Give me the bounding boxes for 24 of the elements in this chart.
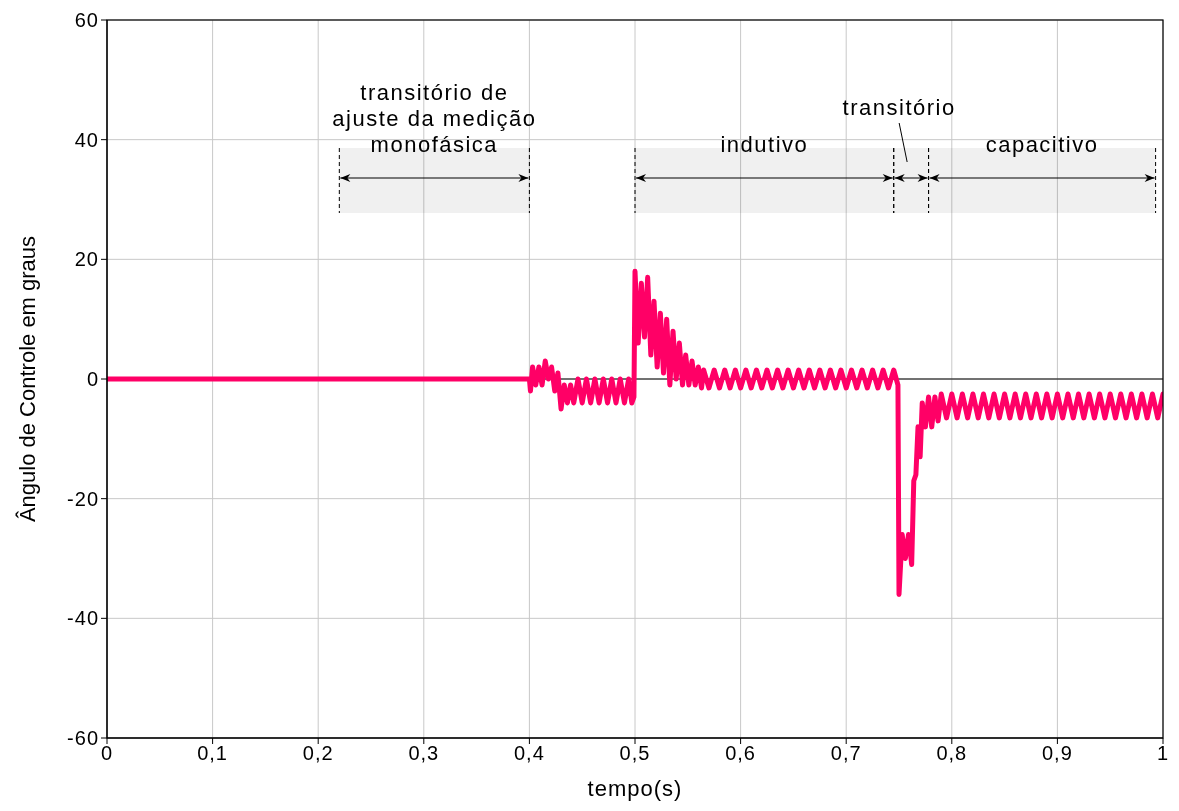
y-tick-label: 60 (74, 9, 99, 32)
x-tick-label: 0,9 (1041, 742, 1073, 765)
band-label: capacitivo (985, 132, 1099, 157)
y-tick-label: -20 (67, 487, 99, 510)
x-tick-label: 0,8 (936, 742, 968, 765)
y-tick-label: 0 (86, 368, 99, 391)
x-tick-label: 0,4 (513, 742, 545, 765)
band-label: transitório de ajuste da medição monofásica (332, 80, 537, 157)
band-label: transitório (842, 95, 956, 120)
y-axis-title: Ângulo de Controle em graus (14, 235, 40, 523)
x-tick-label: 0,2 (302, 742, 334, 765)
x-tick-label: 0 (100, 742, 114, 765)
x-tick-label: 1 (1156, 742, 1170, 765)
x-tick-label: 0,6 (725, 742, 757, 765)
x-axis-title: tempo(s) (587, 776, 683, 801)
y-tick-label: -60 (67, 727, 99, 750)
y-tick-label: 20 (74, 248, 99, 271)
band-label: indutivo (720, 132, 809, 157)
y-tick-label: -40 (67, 607, 99, 630)
y-tick-label: 40 (74, 128, 99, 151)
x-tick-label: 0,7 (830, 742, 862, 765)
x-tick-label: 0,1 (197, 742, 229, 765)
x-tick-label: 0,5 (619, 742, 651, 765)
x-tick-label: 0,3 (408, 742, 440, 765)
